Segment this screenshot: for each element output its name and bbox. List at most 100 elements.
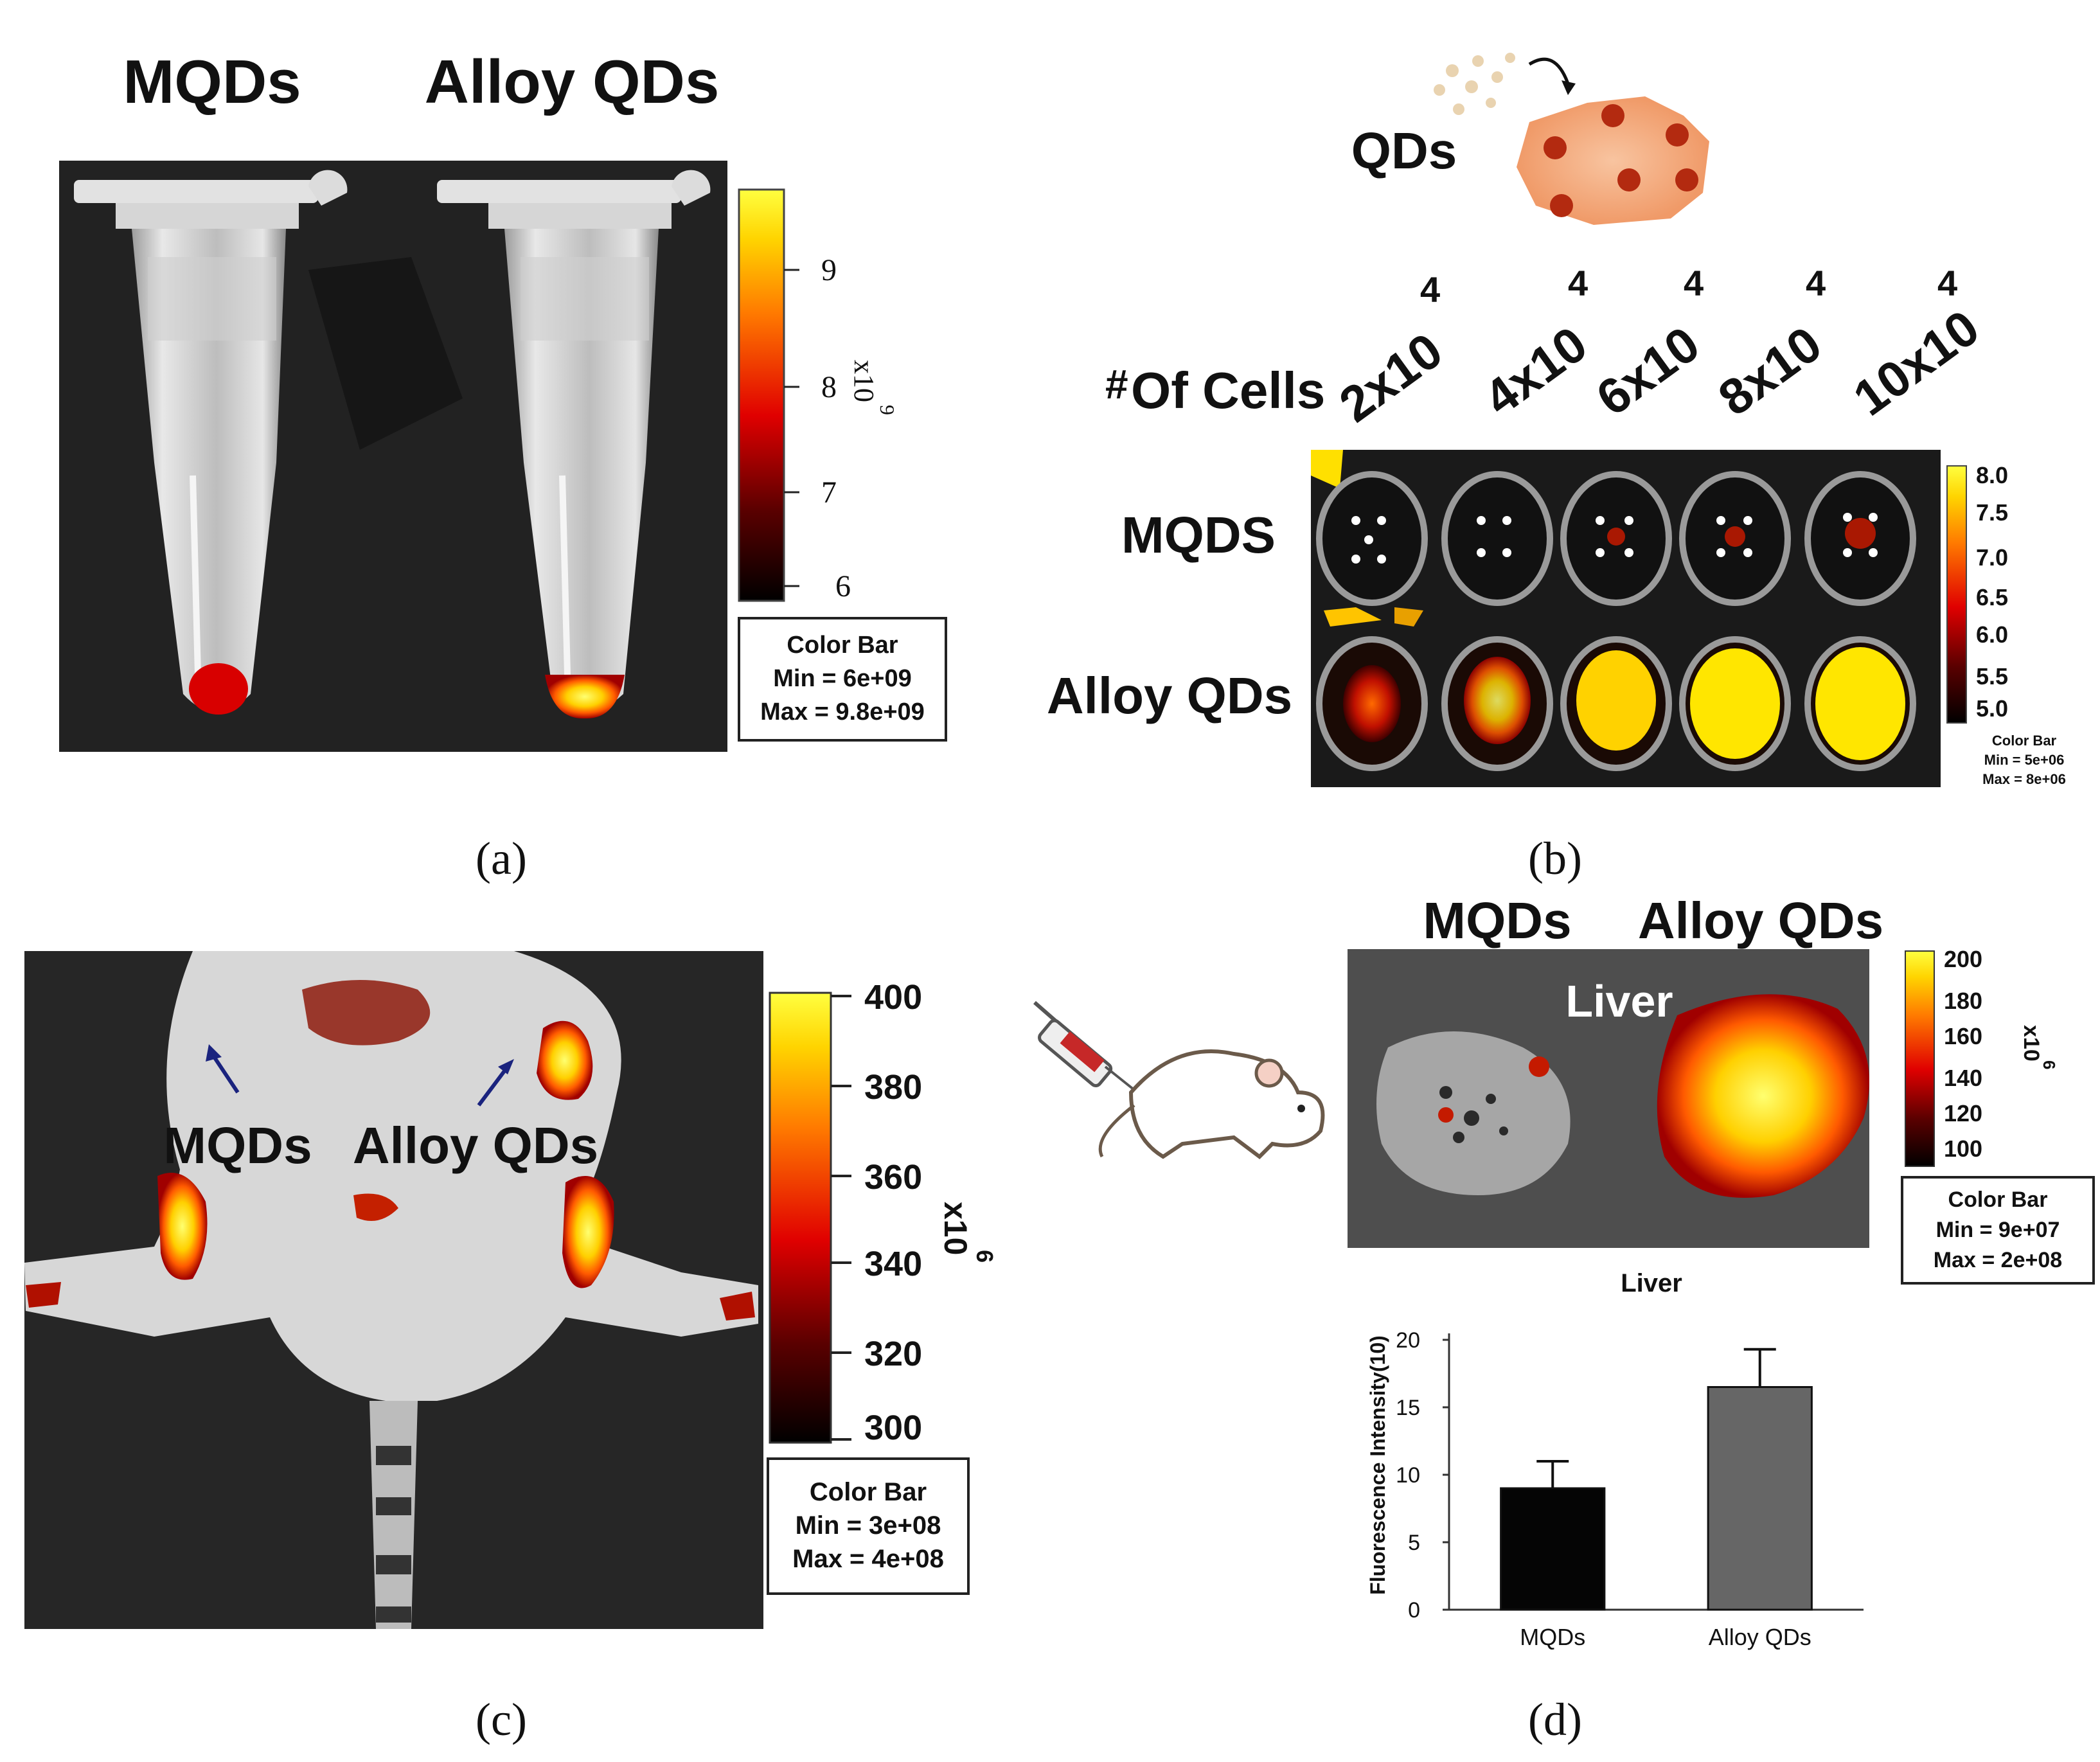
panel-d-tick: 180 — [1944, 988, 1982, 1014]
panel-c-signal — [26, 980, 755, 1321]
panel-a-box-max: Max = 9.8e+09 — [760, 699, 925, 725]
panel-a-tick: 9 — [821, 253, 837, 287]
panel-a: MQDs Alloy QDs — [59, 48, 947, 884]
y-tick-label: 0 — [1408, 1598, 1420, 1623]
panel-a-label-mqds: MQDs — [123, 48, 301, 116]
panel-a-tick: 6 — [835, 569, 851, 603]
row-label-alloy: Alloy QDs — [1047, 667, 1292, 724]
qds-label: QDs — [1351, 122, 1457, 179]
panel-b-tick: 7.0 — [1976, 544, 2008, 571]
mouse-injection-illustration — [1033, 1001, 1325, 1159]
panel-c-box-max: Max = 4e+08 — [792, 1545, 944, 1573]
caption-a: (a) — [476, 833, 527, 884]
panel-d-tick: 140 — [1944, 1065, 1982, 1091]
panel-c-tick: 320 — [864, 1335, 922, 1373]
panel-d-colorbar-box — [1901, 1176, 2095, 1285]
tube-alloy — [437, 170, 711, 719]
panel-d-label-alloy: Alloy QDs — [1638, 892, 1883, 949]
y-tick-label: 10 — [1396, 1463, 1420, 1488]
panel-b-tick: 5.5 — [1976, 663, 2008, 690]
cell-count: 10x10 — [1843, 299, 1989, 427]
chart-title: Liver — [1621, 1269, 1682, 1297]
panel-a-unit: x10 — [848, 360, 880, 402]
panel-d-unit: x10 — [2019, 1025, 2043, 1062]
cells-hash: # — [1105, 361, 1128, 407]
panel-c-tick: 400 — [864, 978, 922, 1017]
panel-b-tick: 6.0 — [1976, 621, 2008, 648]
panel-c-tick: 340 — [864, 1245, 922, 1283]
x-tick-label: MQDs — [1520, 1624, 1585, 1650]
panel-b-box-min: Min = 5e+06 — [1984, 752, 2065, 768]
panel-c-unit: x10 — [938, 1202, 974, 1255]
x-tick-label: Alloy QDs — [1709, 1624, 1811, 1650]
panel-d-box-title: Color Bar — [1948, 1188, 2048, 1212]
panel-b-box-max: Max = 8e+06 — [1982, 771, 2066, 787]
cell-count-exp: 4 — [1420, 269, 1440, 310]
cells-label: Of Cells — [1131, 362, 1325, 419]
panel-c: MQDs Alloy QDs 400 380 360 340 320 300 x… — [24, 951, 998, 1745]
tube-mqds — [74, 170, 348, 715]
panel-d-label-mqds: MQDs — [1423, 892, 1571, 949]
cells-illustration — [1434, 53, 1709, 225]
panel-a-colorbar — [738, 188, 785, 602]
y-tick-label: 20 — [1396, 1328, 1420, 1353]
panel-b-tick: 8.0 — [1976, 462, 2008, 488]
panel-d-tick: 200 — [1944, 946, 1982, 972]
panel-d-box-max: Max = 2e+08 — [1934, 1248, 2062, 1272]
tube-alloy-signal — [545, 675, 625, 719]
panel-c-label-mqds: MQDs — [163, 1117, 312, 1174]
panel-a-tick: 8 — [821, 370, 837, 404]
liver-mqds-texture — [1439, 1086, 1508, 1143]
panel-c-box-min: Min = 3e+08 — [796, 1511, 941, 1540]
panel-d-colorbar — [1905, 950, 1935, 1167]
panel-b-tick: 6.5 — [1976, 584, 2008, 610]
panel-a-box-min: Min = 6e+09 — [773, 665, 911, 692]
arrow-right — [477, 1065, 510, 1107]
wells-alloy-signal — [1343, 647, 1905, 760]
cell-count-labels: 2x10 4 4x10 4 6x10 4 8x10 4 10x10 4 — [1329, 263, 1989, 433]
panel-a-label-alloy: Alloy QDs — [425, 48, 720, 116]
liver-label: Liver — [1565, 976, 1673, 1026]
chart-ylabel: Fluorescence Intensity(10) — [1366, 1335, 1389, 1595]
panel-c-colorbar-box — [767, 1457, 970, 1595]
caption-c: (c) — [476, 1694, 527, 1745]
wells-mqds-dots — [1351, 513, 1878, 564]
panel-d-tick: 120 — [1944, 1100, 1982, 1126]
panel-b-tick: 7.5 — [1976, 499, 2008, 526]
cell-count: 8x10 — [1708, 316, 1831, 427]
cell-count: 2x10 — [1329, 322, 1452, 433]
panel-d-exp: 6 — [2040, 1060, 2059, 1069]
panel-b-colorbar — [1946, 465, 1967, 724]
panel-c-colorbar — [769, 992, 832, 1444]
panel-d-box-min: Min = 9e+07 — [1936, 1218, 2060, 1242]
arrow-left — [210, 1053, 240, 1094]
panel-c-tick: 360 — [864, 1158, 922, 1197]
y-tick-label: 5 — [1408, 1531, 1420, 1555]
bar-mqds — [1500, 1487, 1606, 1611]
panel-a-exp: 9 — [876, 405, 899, 415]
tube-mqds-signal — [189, 663, 248, 715]
panel-c-colorbar-ticks — [831, 995, 851, 1441]
panel-a-tick: 7 — [821, 476, 837, 510]
liver-alloy — [1657, 994, 1869, 1198]
panel-c-tick: 380 — [864, 1068, 922, 1107]
panel-c-box-title: Color Bar — [810, 1478, 927, 1506]
panel-c-exp: 6 — [972, 1250, 998, 1263]
panel-a-colorbar-ticks — [784, 269, 799, 587]
panel-d: MQDs Alloy QDs Liver 200 180 160 140 120… — [1033, 892, 2095, 1745]
bar-alloy-qds — [1707, 1386, 1813, 1611]
y-tick-label: 15 — [1396, 1396, 1420, 1420]
panel-a-shadow — [308, 257, 463, 450]
caption-d: (d) — [1528, 1694, 1582, 1745]
panel-b-tick: 5.0 — [1976, 695, 2008, 722]
panel-d-tick: 100 — [1944, 1135, 1982, 1162]
row-label-mqds: MQDS — [1121, 506, 1276, 564]
cell-count: 6x10 — [1586, 316, 1709, 427]
cell-count-exp: 4 — [1568, 263, 1588, 303]
cell-count-exp: 4 — [1937, 263, 1957, 303]
wells-mqds-signal — [1607, 518, 1876, 549]
cell-count-exp: 4 — [1806, 263, 1826, 303]
panel-b: QDs # Of Cells 2x10 4 4x10 4 6x10 4 8x10… — [1047, 53, 2066, 884]
liver-bar-chart: Liver Fluorescence Intensity(10) 0 5 10 15 2… — [1366, 1269, 1864, 1650]
caption-b: (b) — [1528, 833, 1582, 884]
